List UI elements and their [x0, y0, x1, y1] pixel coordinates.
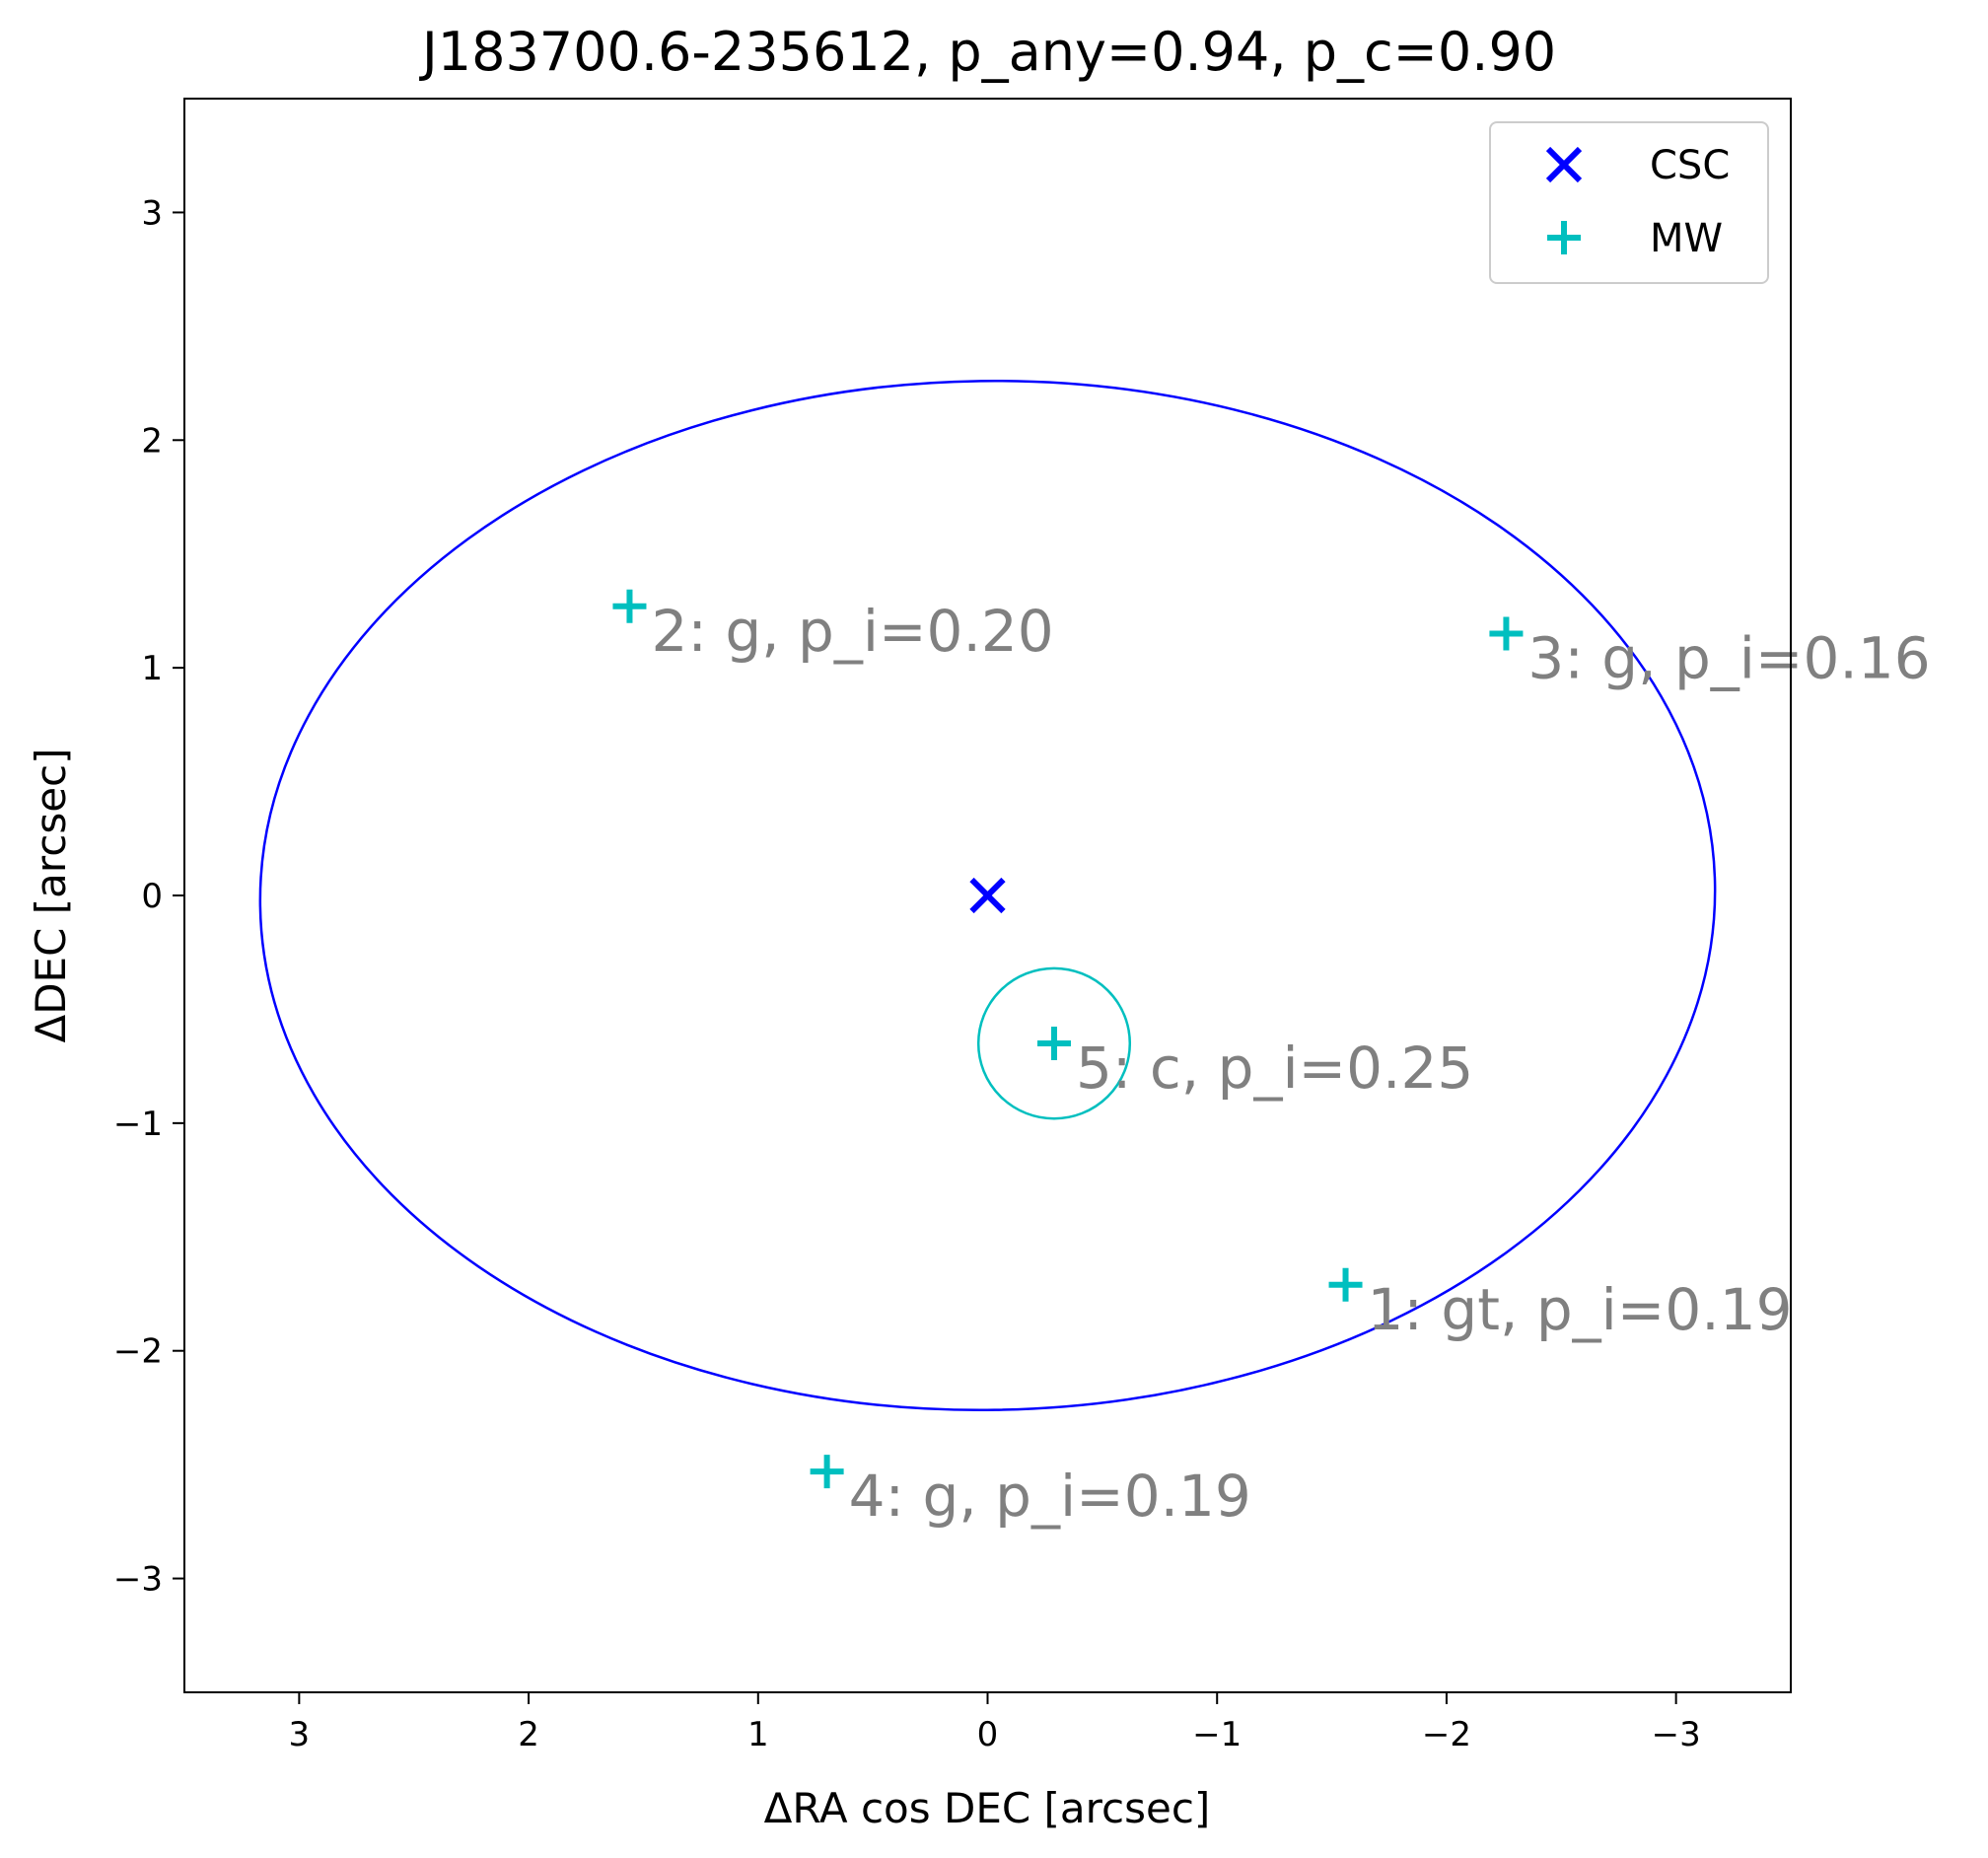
- mw-point-label: 1: gt, p_i=0.19: [1368, 1276, 1793, 1343]
- axis-ticks: 3 2 1 0 −1 −2 −3 3 2 1 0 −1 −2 −3: [113, 193, 1701, 1754]
- y-tick-label: 2: [141, 421, 163, 461]
- mw-point-label: 3: g, p_i=0.16: [1527, 625, 1930, 692]
- legend-label: CSC: [1650, 143, 1730, 188]
- y-tick-label: 3: [141, 193, 163, 233]
- legend: CSC MW: [1489, 121, 1769, 284]
- x-tick-label: 3: [289, 1715, 311, 1754]
- mw-marker-3: [1489, 616, 1524, 651]
- legend-csc-marker: [1545, 146, 1583, 183]
- mw-point-label: 2: g, p_i=0.20: [651, 598, 1053, 665]
- mw-marker-4: [810, 1455, 844, 1489]
- y-tick-label: −3: [113, 1560, 163, 1600]
- legend-label: MW: [1650, 216, 1723, 261]
- x-tick-label: 1: [747, 1715, 769, 1754]
- legend-csc-marker-stroke-b: [1545, 146, 1583, 183]
- y-axis-label: ΔDEC [arcsec]: [27, 748, 75, 1042]
- x-axis-label: ΔRA cos DEC [arcsec]: [764, 1784, 1211, 1832]
- mw-marker-1: [1328, 1267, 1363, 1302]
- csc-marker-stroke-b: [969, 877, 1006, 914]
- y-tick-label: 0: [141, 877, 163, 916]
- chart-title: J183700.6-235612, p_any=0.94, p_c=0.90: [419, 21, 1556, 83]
- y-tick-label: −2: [113, 1332, 163, 1372]
- csc-error-ellipse: [258, 379, 1717, 1412]
- y-tick-label: −1: [113, 1105, 163, 1144]
- x-tick-label: 0: [977, 1715, 999, 1754]
- legend-mw-marker: [1547, 221, 1581, 254]
- x-tick-label: −2: [1422, 1715, 1471, 1754]
- mw-marker-2: [612, 589, 647, 623]
- mw-marker-5: [1036, 1027, 1071, 1061]
- mw-point-label: 5: c, p_i=0.25: [1076, 1035, 1473, 1102]
- mw-error-circle: [976, 966, 1132, 1120]
- y-tick-label: 1: [141, 649, 163, 688]
- x-tick-label: −1: [1192, 1715, 1242, 1754]
- x-tick-label: −3: [1652, 1715, 1701, 1754]
- mw-point-label: 4: g, p_i=0.19: [849, 1463, 1251, 1530]
- csc-marker: [969, 877, 1006, 914]
- plot-area: 1: gt, p_i=0.19 2: g, p_i=0.20 3: g, p_i=0…: [258, 379, 1931, 1530]
- x-tick-label: 2: [518, 1715, 539, 1754]
